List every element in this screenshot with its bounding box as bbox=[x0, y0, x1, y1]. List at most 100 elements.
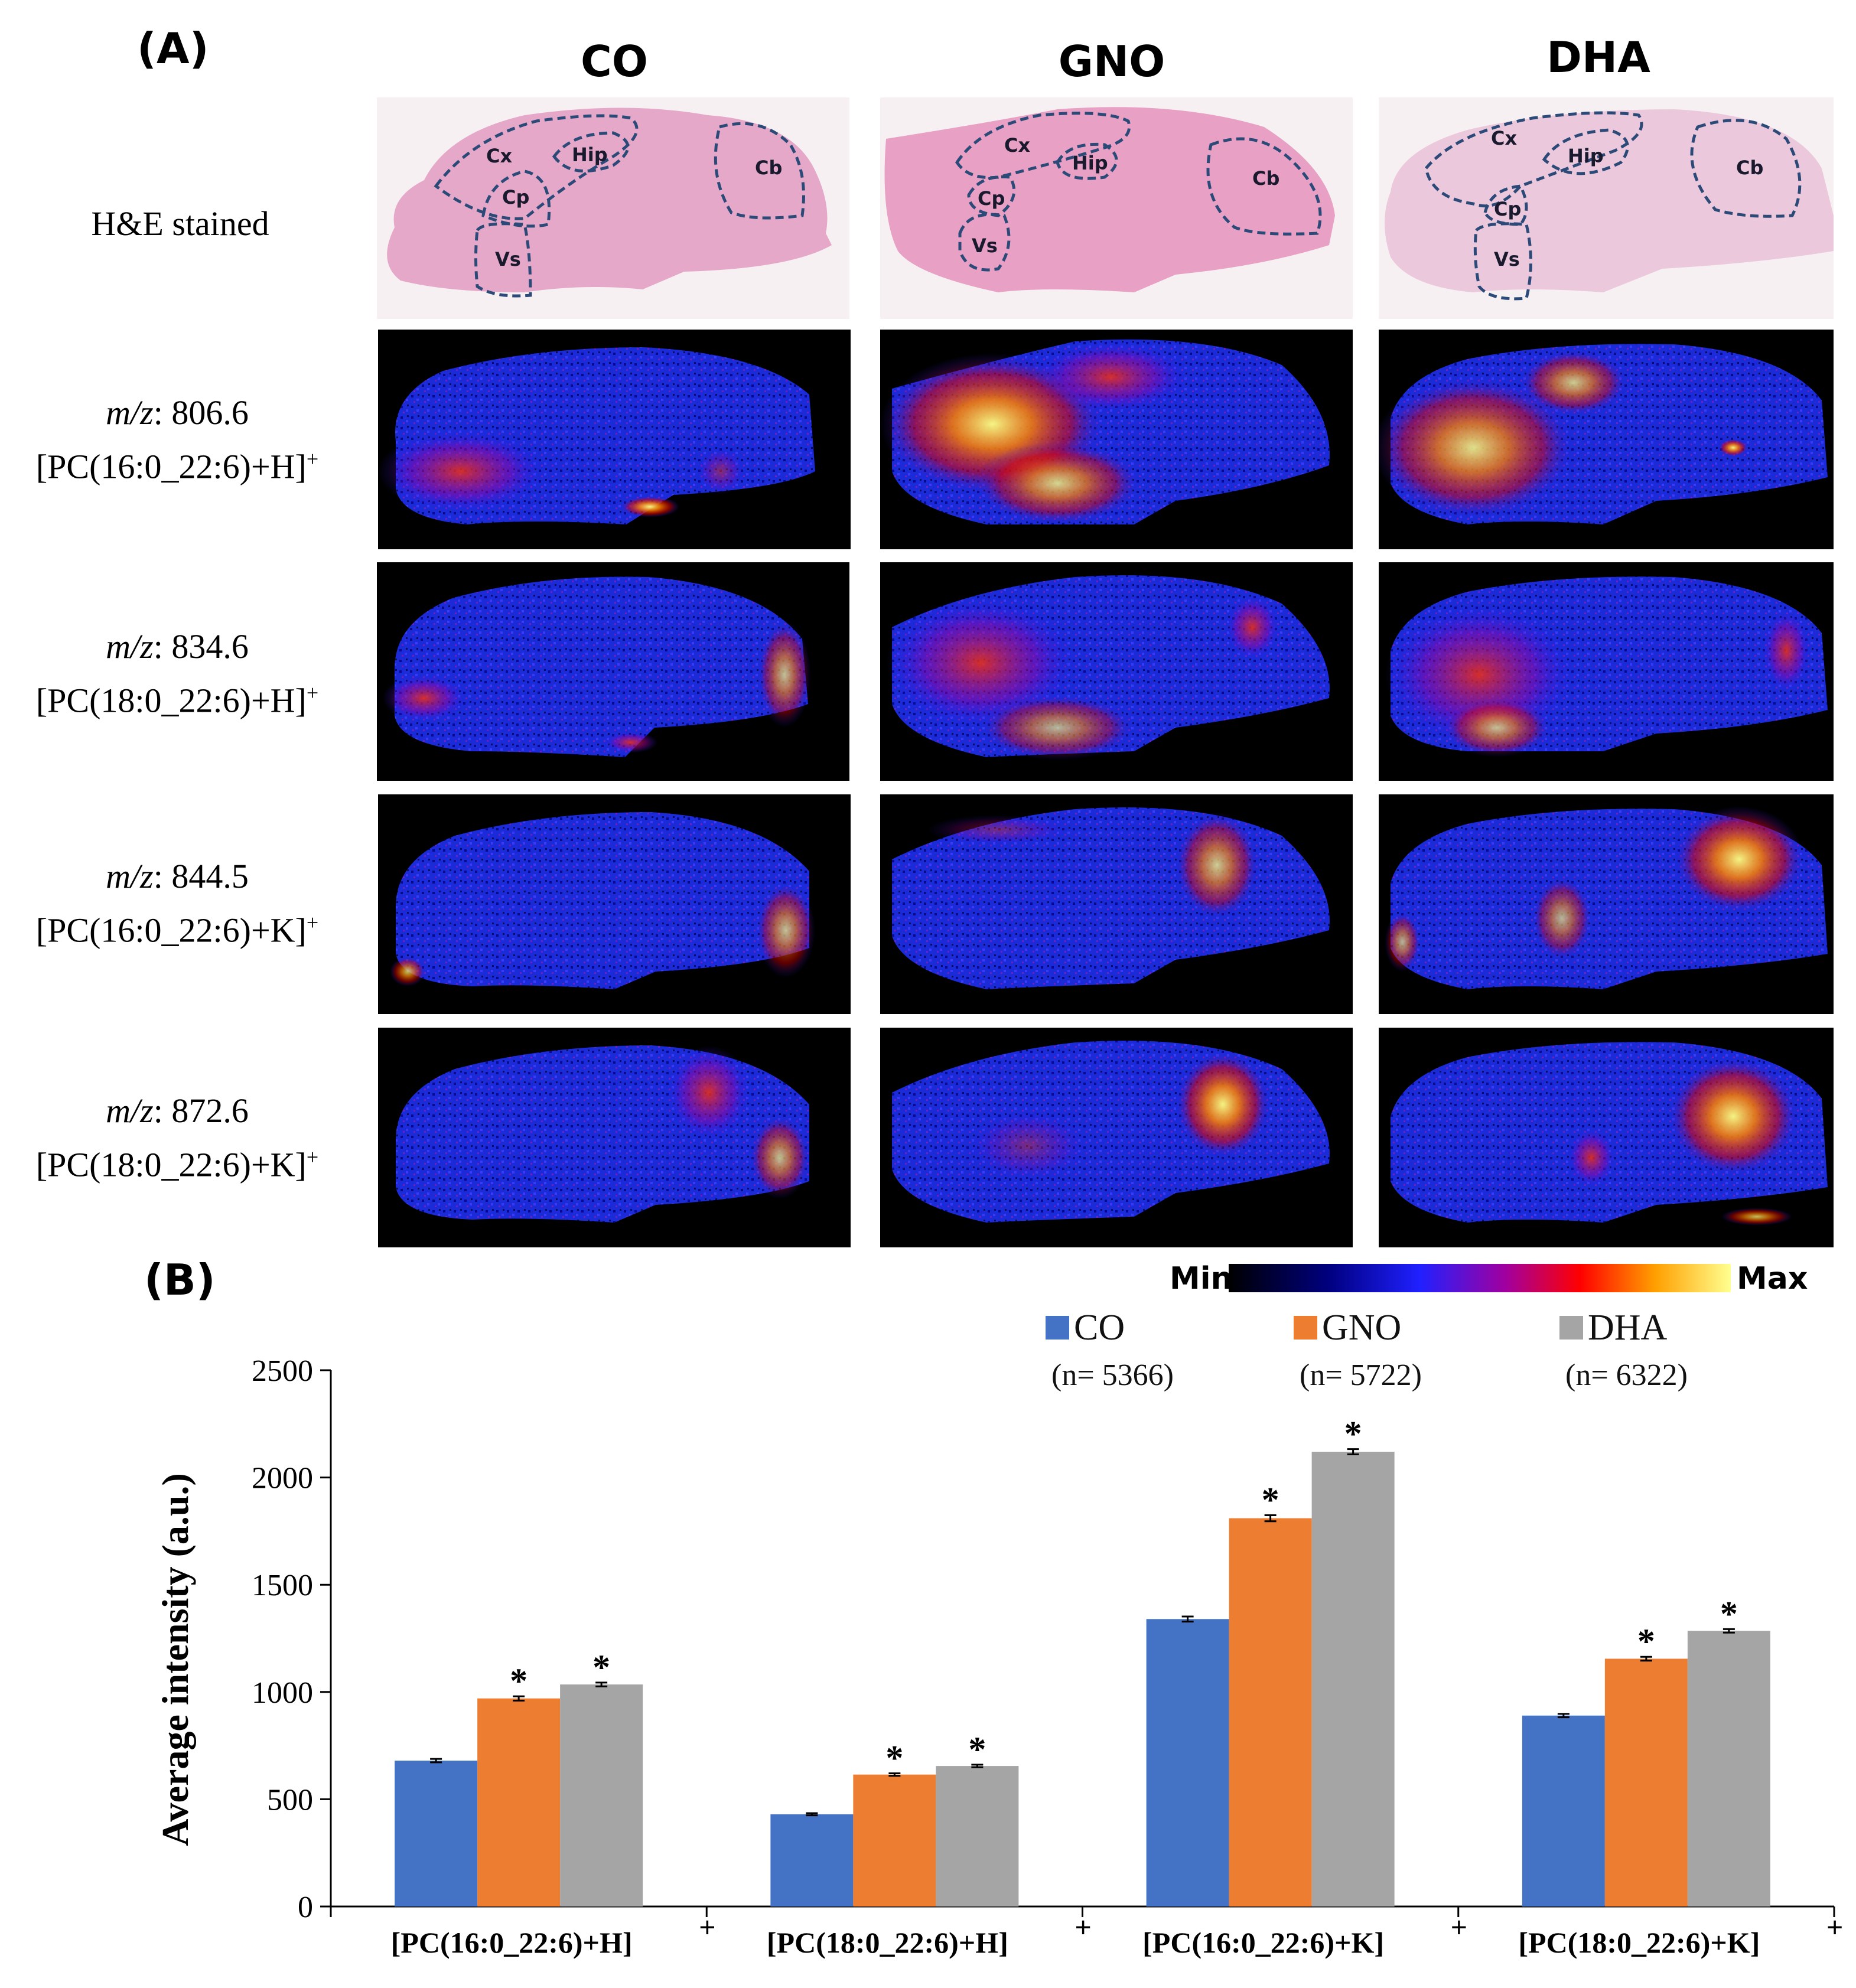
x-category-charge: + bbox=[1451, 1911, 1468, 1944]
bar-co-0 bbox=[395, 1761, 478, 1906]
significance-marker: * bbox=[510, 1661, 528, 1700]
msi-image-844-dha bbox=[1379, 794, 1834, 1014]
ion-label: [PC(18:0_22:6)+H] bbox=[35, 681, 307, 720]
mz-prefix: m/z bbox=[106, 857, 154, 895]
msi-image-834-gno bbox=[880, 562, 1353, 781]
y-tick-label: 1500 bbox=[252, 1569, 313, 1602]
mz-prefix: m/z bbox=[106, 393, 154, 432]
msi-image-872-co bbox=[378, 1028, 851, 1247]
ion-charge: + bbox=[306, 447, 319, 471]
bar-dha-3 bbox=[1687, 1631, 1770, 1906]
region-label-cb: Cb bbox=[1252, 167, 1279, 190]
msi-image-806-co bbox=[378, 330, 851, 549]
he-image-dha: Cx Hip Cp Vs Cb bbox=[1379, 97, 1834, 319]
colorbar-min-label: Min bbox=[1170, 1261, 1233, 1296]
region-label-hip: Hip bbox=[1072, 152, 1108, 174]
legend-n-dha: (n= 6322) bbox=[1565, 1358, 1688, 1392]
bar-co-2 bbox=[1146, 1619, 1229, 1906]
y-tick-label: 500 bbox=[267, 1783, 313, 1817]
ion-label: [PC(18:0_22:6)+K] bbox=[35, 1145, 307, 1184]
region-label-hip: Hip bbox=[1568, 145, 1604, 167]
x-category-charge: + bbox=[1826, 1911, 1844, 1944]
region-label-vs: Vs bbox=[495, 248, 521, 271]
region-label-vs: Vs bbox=[1494, 248, 1520, 271]
legend-label-dha: DHA bbox=[1588, 1308, 1668, 1348]
bar-gno-2 bbox=[1229, 1518, 1312, 1906]
mz-value: : 844.5 bbox=[153, 857, 249, 895]
bar-gno-0 bbox=[477, 1698, 561, 1906]
ion-label: [PC(16:0_22:6)+K] bbox=[35, 911, 307, 950]
bar-gno-3 bbox=[1604, 1658, 1688, 1906]
region-label-cx: Cx bbox=[1491, 127, 1517, 149]
bar-dha-1 bbox=[936, 1766, 1019, 1906]
x-category-label: [PC(16:0_22:6)+H] bbox=[391, 1926, 633, 1959]
region-label-hip: Hip bbox=[572, 144, 608, 166]
row-label-834: m/z: 834.6 [PC(18:0_22:6)+H]+ bbox=[0, 624, 354, 723]
significance-marker: * bbox=[968, 1730, 986, 1769]
colorbar-max-label: Max bbox=[1737, 1261, 1808, 1296]
column-header-gno: GNO bbox=[1058, 37, 1165, 86]
x-category-label: [PC(18:0_22:6)+K] bbox=[1518, 1926, 1760, 1959]
column-header-co: CO bbox=[580, 37, 649, 86]
significance-marker: * bbox=[1344, 1415, 1362, 1453]
significance-marker: * bbox=[1262, 1481, 1279, 1520]
msi-image-806-gno bbox=[880, 330, 1353, 549]
bar-co-3 bbox=[1522, 1715, 1605, 1906]
msi-image-872-gno bbox=[880, 1028, 1353, 1247]
y-tick-label: 2500 bbox=[252, 1354, 313, 1388]
panel-b-label: (B) bbox=[144, 1255, 216, 1305]
x-category-charge: + bbox=[699, 1911, 716, 1944]
msi-image-806-dha bbox=[1379, 330, 1834, 549]
mz-value: : 834.6 bbox=[153, 627, 249, 666]
region-label-cx: Cx bbox=[486, 145, 512, 167]
row-label-he: H&E stained bbox=[91, 204, 269, 243]
msi-image-844-gno bbox=[880, 794, 1353, 1014]
legend-swatch-co bbox=[1046, 1316, 1069, 1340]
y-tick-label: 0 bbox=[298, 1891, 313, 1924]
msi-image-872-dha bbox=[1379, 1028, 1834, 1247]
region-label-cb: Cb bbox=[755, 157, 782, 179]
legend-n-co: (n= 5366) bbox=[1051, 1358, 1174, 1392]
msi-image-834-dha bbox=[1379, 562, 1834, 781]
significance-marker: * bbox=[1637, 1622, 1655, 1661]
x-category-label: [PC(16:0_22:6)+K] bbox=[1142, 1926, 1384, 1959]
region-label-cp: Cp bbox=[502, 186, 529, 208]
significance-marker: * bbox=[1720, 1594, 1738, 1633]
y-tick-label: 1000 bbox=[252, 1676, 313, 1710]
significance-marker: * bbox=[885, 1738, 903, 1777]
column-header-dha: DHA bbox=[1546, 32, 1650, 82]
he-image-co: Cx Hip Cp Vs Cb bbox=[377, 97, 849, 319]
x-category-label: [PC(18:0_22:6)+H] bbox=[767, 1926, 1008, 1959]
region-label-cp: Cp bbox=[1494, 198, 1521, 220]
ion-label: [PC(16:0_22:6)+H] bbox=[35, 447, 307, 486]
mz-value: : 806.6 bbox=[153, 393, 249, 432]
bar-gno-1 bbox=[853, 1774, 936, 1906]
colorbar bbox=[1229, 1264, 1731, 1292]
legend-swatch-gno bbox=[1294, 1316, 1317, 1340]
ion-charge: + bbox=[306, 681, 319, 705]
x-category-charge: + bbox=[1074, 1911, 1092, 1944]
ion-charge: + bbox=[306, 1145, 319, 1169]
bar-co-1 bbox=[770, 1814, 854, 1906]
legend-label-co: CO bbox=[1074, 1308, 1125, 1348]
mz-prefix: m/z bbox=[106, 627, 154, 666]
he-image-gno: Cx Hip Cp Vs Cb bbox=[880, 97, 1353, 319]
row-label-806: m/z: 806.6 [PC(16:0_22:6)+H]+ bbox=[0, 390, 354, 490]
legend-swatch-dha bbox=[1559, 1316, 1583, 1340]
bar-dha-0 bbox=[560, 1684, 643, 1906]
ion-charge: + bbox=[306, 911, 319, 934]
msi-image-844-co bbox=[378, 794, 851, 1014]
row-label-844: m/z: 844.5 [PC(16:0_22:6)+K]+ bbox=[0, 853, 354, 953]
mz-prefix: m/z bbox=[106, 1091, 154, 1130]
row-label-872: m/z: 872.6 [PC(18:0_22:6)+K]+ bbox=[0, 1088, 354, 1188]
mz-value: : 872.6 bbox=[153, 1091, 249, 1130]
region-label-vs: Vs bbox=[972, 234, 998, 257]
legend-n-gno: (n= 5722) bbox=[1300, 1358, 1422, 1392]
panel-a-label: (A) bbox=[137, 24, 209, 73]
region-label-cp: Cp bbox=[978, 187, 1005, 210]
msi-image-834-co bbox=[377, 562, 849, 781]
region-label-cx: Cx bbox=[1004, 134, 1030, 157]
y-tick-label: 2000 bbox=[252, 1462, 313, 1495]
y-axis-label: Average intensity (a.u.) bbox=[154, 1473, 196, 1846]
